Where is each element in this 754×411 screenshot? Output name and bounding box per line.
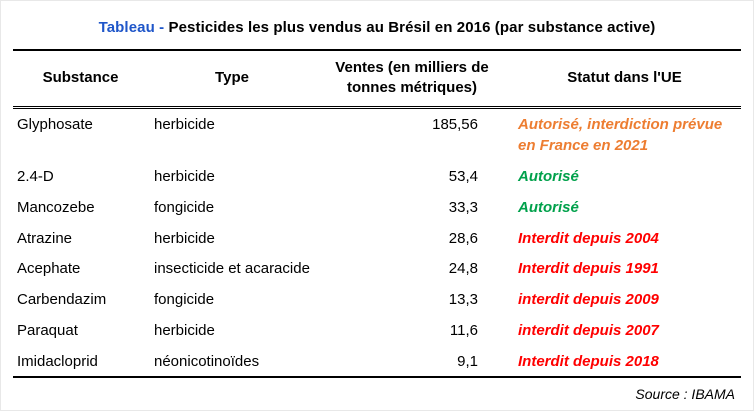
table-row: Imidacloprid néonicotinoïdes 9,1 Interdi… [13, 346, 741, 378]
table-title: Tableau - Pesticides les plus vendus au … [13, 11, 741, 49]
table-title-prefix: Tableau - [98, 19, 169, 36]
cell-substance: Atrazine [17, 229, 73, 247]
cell-ventes: 53,4 [448, 168, 478, 185]
header-row: Substance Type Ventes (en milliers de to… [13, 50, 741, 109]
cell-statut: Interdit depuis 2018 [518, 352, 659, 370]
col-header-substance: Substance [13, 50, 148, 109]
cell-statut: Autorisé, interdiction prévue en France … [518, 115, 723, 155]
cell-ventes: 185,56 [432, 115, 478, 133]
cell-ventes: 24,8 [448, 260, 478, 278]
col-header-type: Type [148, 50, 316, 109]
cell-ventes: 11,6 [449, 321, 478, 339]
cell-statut: Autorisé [518, 198, 579, 216]
cell-substance: Mancozebe [17, 198, 95, 216]
cell-substance: Glyphosate [17, 115, 93, 133]
cell-type: herbicide [154, 321, 215, 339]
cell-ventes: 13,3 [448, 291, 478, 308]
table-row: Carbendazim fongicide 13,3 interdit depu… [13, 284, 741, 315]
pesticides-table: Substance Type Ventes (en milliers de to… [13, 49, 741, 379]
table-row: 2.4-D herbicide 53,4 Autorisé [13, 161, 741, 192]
cell-type: fongicide [154, 291, 215, 308]
cell-type: herbicide [154, 168, 215, 185]
col-header-statut: Statut dans l'UE [508, 50, 741, 109]
cell-substance: 2.4-D [17, 168, 54, 185]
cell-type: insecticide et acaracide [154, 260, 310, 278]
cell-ventes: 33,3 [448, 198, 478, 216]
cell-substance: Acephate [17, 260, 81, 278]
cell-type: néonicotinoïdes [154, 352, 260, 370]
cell-statut: Autorisé [518, 168, 579, 185]
cell-ventes: 9,1 [457, 352, 478, 370]
cell-type: fongicide [154, 198, 215, 216]
col-header-ventes: Ventes (en milliers de tonnes métriques) [316, 50, 508, 109]
cell-substance: Paraquat [17, 321, 78, 339]
cell-statut: interdit depuis 2007 [518, 321, 659, 339]
table-row: Mancozebe fongicide 33,3 Autorisé [13, 192, 741, 223]
cell-ventes: 28,6 [448, 229, 478, 247]
cell-substance: Imidacloprid [17, 352, 98, 370]
table-row: Paraquat herbicide 11,6 interdit depuis … [13, 315, 741, 346]
cell-type: herbicide [154, 229, 215, 247]
table-row: Acephate insecticide et acaracide 24,8 I… [13, 253, 741, 284]
cell-statut: interdit depuis 2009 [518, 291, 659, 308]
cell-statut: Interdit depuis 2004 [518, 229, 659, 247]
table-row: Atrazine herbicide 28,6 Interdit depuis … [13, 223, 741, 254]
table-title-text: Pesticides les plus vendus au Brésil en … [168, 19, 656, 36]
cell-substance: Carbendazim [17, 291, 107, 308]
cell-type: herbicide [154, 115, 215, 133]
table-row: Glyphosate herbicide 185,56 Autorisé, in… [13, 107, 741, 161]
source-caption: Source : IBAMA [635, 386, 735, 403]
cell-statut: Interdit depuis 1991 [518, 260, 659, 278]
